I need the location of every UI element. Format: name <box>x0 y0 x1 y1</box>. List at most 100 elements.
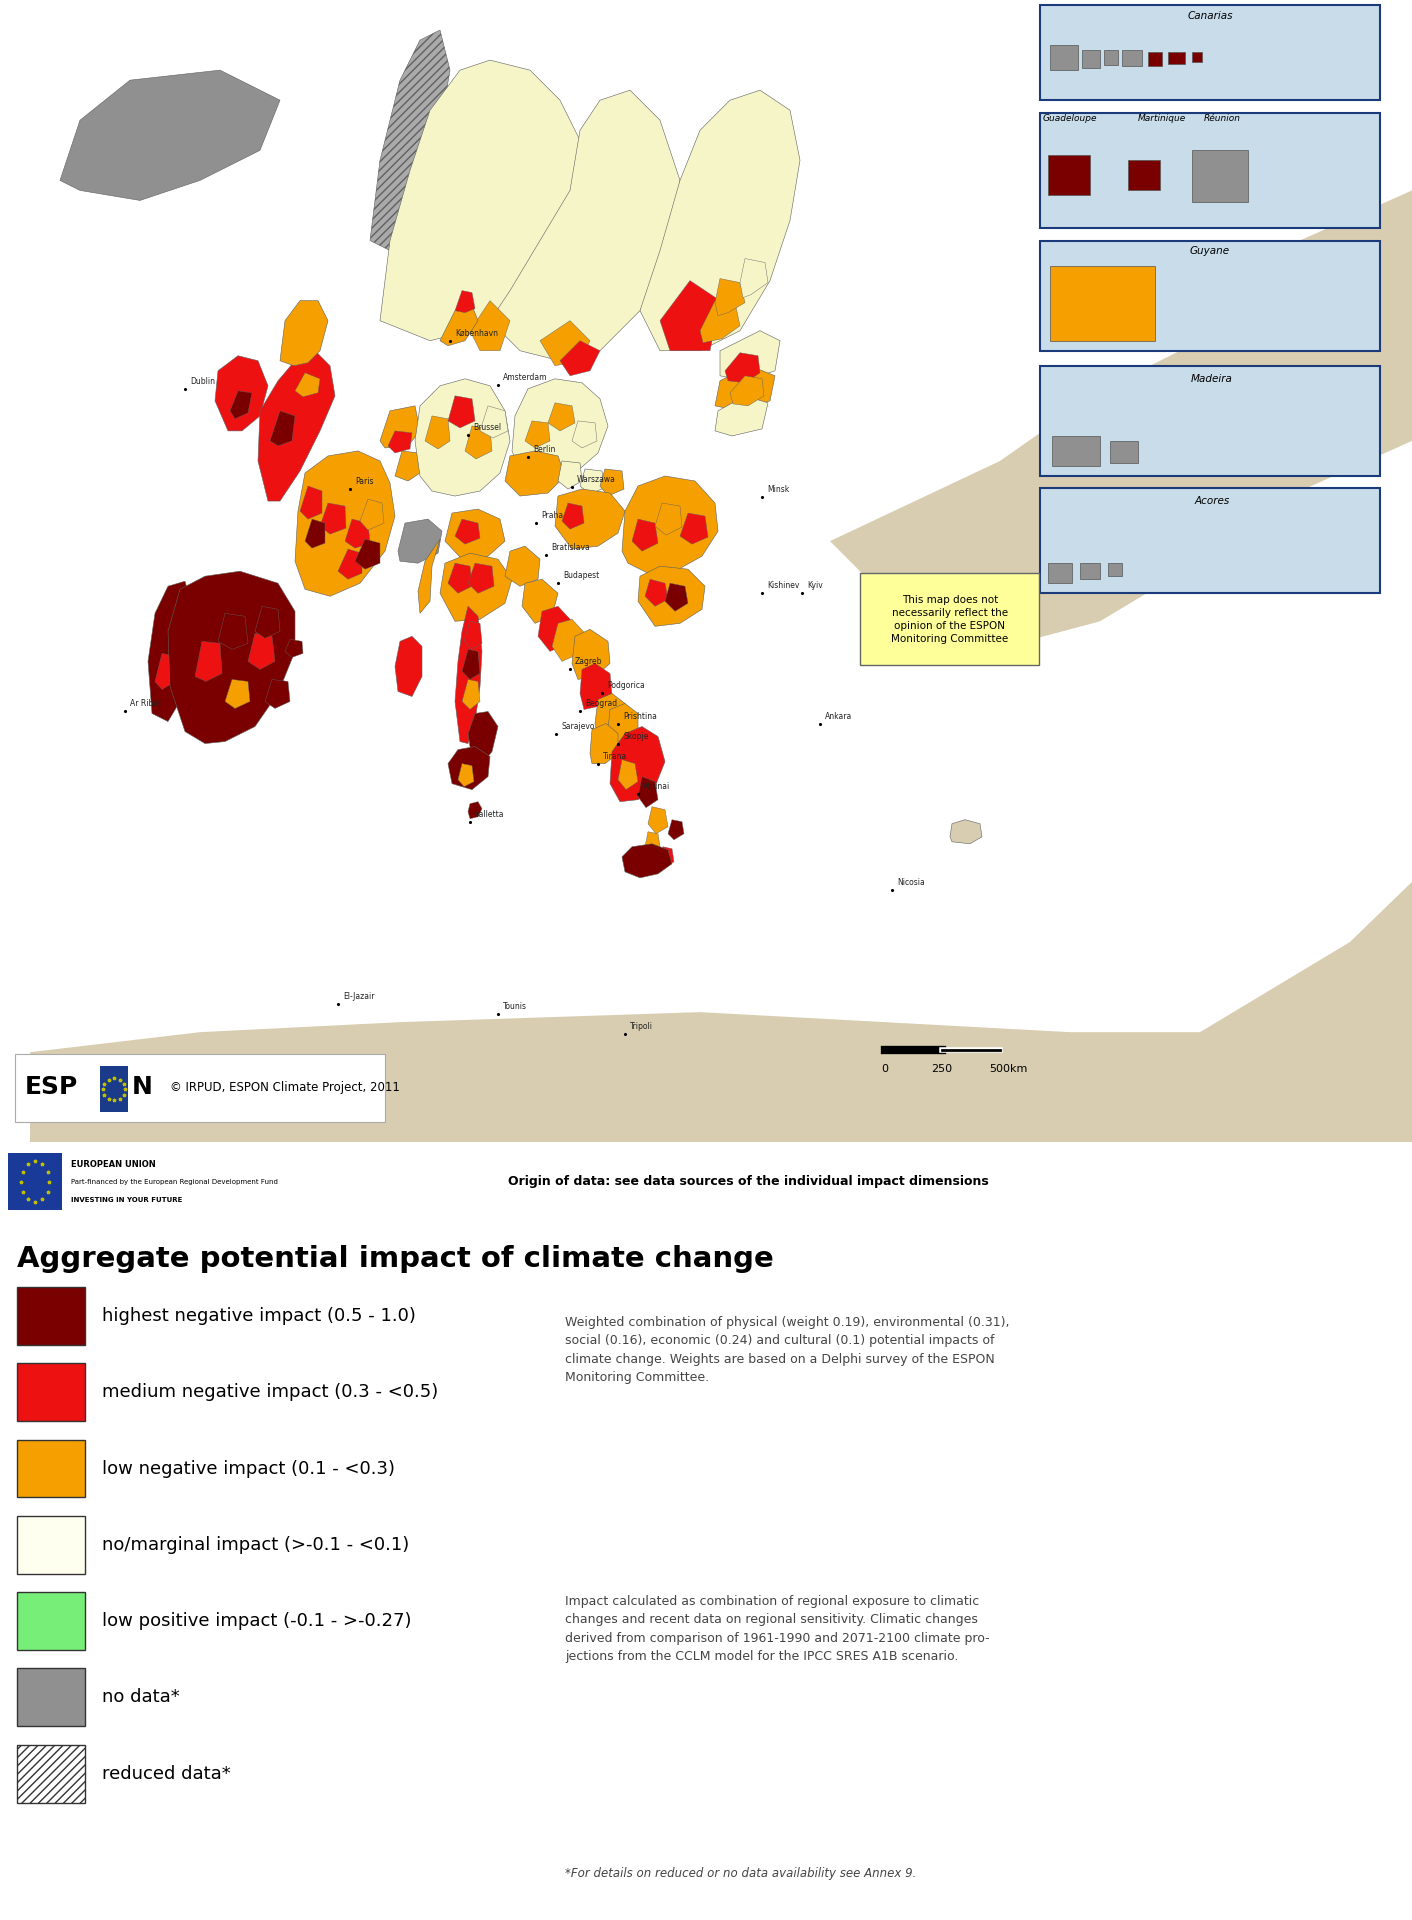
Text: Tounis: Tounis <box>503 1002 527 1012</box>
Polygon shape <box>548 403 575 430</box>
Polygon shape <box>714 278 746 315</box>
Polygon shape <box>448 396 474 428</box>
Polygon shape <box>580 664 611 710</box>
Bar <box>17 1517 85 1574</box>
Polygon shape <box>655 503 682 536</box>
Text: Acores: Acores <box>1195 495 1230 507</box>
Polygon shape <box>681 513 707 543</box>
Polygon shape <box>1192 52 1202 61</box>
Polygon shape <box>623 843 672 877</box>
Polygon shape <box>490 90 681 361</box>
Bar <box>8 1154 62 1210</box>
Polygon shape <box>467 563 494 593</box>
Text: highest negative impact (0.5 - 1.0): highest negative impact (0.5 - 1.0) <box>102 1308 415 1325</box>
Polygon shape <box>720 330 779 380</box>
Bar <box>1041 240 1380 351</box>
Polygon shape <box>345 518 370 547</box>
Text: Kishinev: Kishinev <box>767 582 799 589</box>
Polygon shape <box>724 353 760 382</box>
Polygon shape <box>572 420 597 447</box>
Polygon shape <box>285 639 304 657</box>
Text: Weighted combination of physical (weight 0.19), environmental (0.31),
social (0.: Weighted combination of physical (weight… <box>565 1315 1010 1384</box>
Bar <box>1041 113 1380 228</box>
Polygon shape <box>562 503 585 530</box>
Polygon shape <box>730 376 764 405</box>
Polygon shape <box>265 680 289 708</box>
Polygon shape <box>1082 50 1100 67</box>
Text: *For details on reduced or no data availability see Annex 9.: *For details on reduced or no data avail… <box>565 1866 916 1880</box>
Polygon shape <box>638 566 705 626</box>
Polygon shape <box>467 803 481 818</box>
Text: low positive impact (-0.1 - >-0.27): low positive impact (-0.1 - >-0.27) <box>102 1613 411 1630</box>
Polygon shape <box>594 693 626 737</box>
Text: Canarias: Canarias <box>1187 12 1233 21</box>
Text: Skopje: Skopje <box>623 732 648 741</box>
Polygon shape <box>538 607 572 651</box>
Text: Prishtina: Prishtina <box>623 712 657 720</box>
Polygon shape <box>1051 265 1155 340</box>
Polygon shape <box>445 509 505 559</box>
Polygon shape <box>388 430 412 453</box>
Text: Ar Ribat: Ar Ribat <box>130 699 161 708</box>
Text: Part-financed by the European Regional Development Fund: Part-financed by the European Regional D… <box>71 1179 278 1185</box>
Polygon shape <box>280 301 328 367</box>
Polygon shape <box>462 649 480 680</box>
Text: Kyiv: Kyiv <box>808 582 823 589</box>
Text: Amsterdam: Amsterdam <box>503 372 548 382</box>
Polygon shape <box>714 367 775 411</box>
Polygon shape <box>609 703 638 743</box>
Polygon shape <box>1110 442 1138 463</box>
Polygon shape <box>1192 150 1248 202</box>
Text: EUROPEAN UNION: EUROPEAN UNION <box>71 1160 155 1169</box>
Text: no/marginal impact (>-0.1 - <0.1): no/marginal impact (>-0.1 - <0.1) <box>102 1536 409 1553</box>
Text: low negative impact (0.1 - <0.3): low negative impact (0.1 - <0.3) <box>102 1459 395 1478</box>
Polygon shape <box>448 747 490 789</box>
Polygon shape <box>299 486 322 518</box>
Text: Beograd: Beograd <box>585 699 617 708</box>
Text: medium negative impact (0.3 - <0.5): medium negative impact (0.3 - <0.5) <box>102 1382 438 1402</box>
Bar <box>1041 6 1380 100</box>
Text: Budapest: Budapest <box>563 572 599 580</box>
Polygon shape <box>1123 50 1142 65</box>
Polygon shape <box>455 518 480 543</box>
Polygon shape <box>295 372 321 397</box>
Text: This map does not
necessarily reflect the
opinion of the ESPON
Monitoring Commit: This map does not necessarily reflect th… <box>891 595 1008 643</box>
Text: Bratislava: Bratislava <box>551 543 590 553</box>
Polygon shape <box>645 831 659 852</box>
Polygon shape <box>640 90 801 351</box>
Text: 500: 500 <box>990 1064 1011 1075</box>
Text: reduced data*: reduced data* <box>102 1764 230 1784</box>
Polygon shape <box>590 724 618 764</box>
Polygon shape <box>623 476 717 574</box>
Polygon shape <box>448 563 472 593</box>
Polygon shape <box>321 503 346 534</box>
Polygon shape <box>513 378 609 482</box>
Text: Dublin: Dublin <box>191 376 215 386</box>
Text: 0: 0 <box>881 1064 888 1075</box>
Polygon shape <box>465 426 491 459</box>
Polygon shape <box>561 340 600 376</box>
Polygon shape <box>462 680 480 710</box>
Text: Podgorica: Podgorica <box>607 682 645 691</box>
Polygon shape <box>455 290 474 313</box>
Polygon shape <box>168 570 295 743</box>
Polygon shape <box>225 680 250 708</box>
Polygon shape <box>1051 44 1077 71</box>
Polygon shape <box>558 461 582 490</box>
Polygon shape <box>465 622 481 649</box>
Text: Origin of data: see data sources of the individual impact dimensions: Origin of data: see data sources of the … <box>508 1175 988 1188</box>
Bar <box>100 1066 128 1112</box>
Polygon shape <box>700 301 740 342</box>
Bar <box>17 1745 85 1803</box>
Polygon shape <box>1048 156 1090 196</box>
Text: Guyane: Guyane <box>1190 246 1230 255</box>
Polygon shape <box>740 259 768 298</box>
Text: Sarajevo: Sarajevo <box>561 722 594 730</box>
Polygon shape <box>950 820 981 843</box>
Text: Praha: Praha <box>541 511 563 520</box>
Polygon shape <box>457 764 474 787</box>
Text: no data*: no data* <box>102 1688 179 1707</box>
Polygon shape <box>659 847 674 868</box>
Polygon shape <box>249 634 275 670</box>
Text: Tirana: Tirana <box>603 751 627 760</box>
